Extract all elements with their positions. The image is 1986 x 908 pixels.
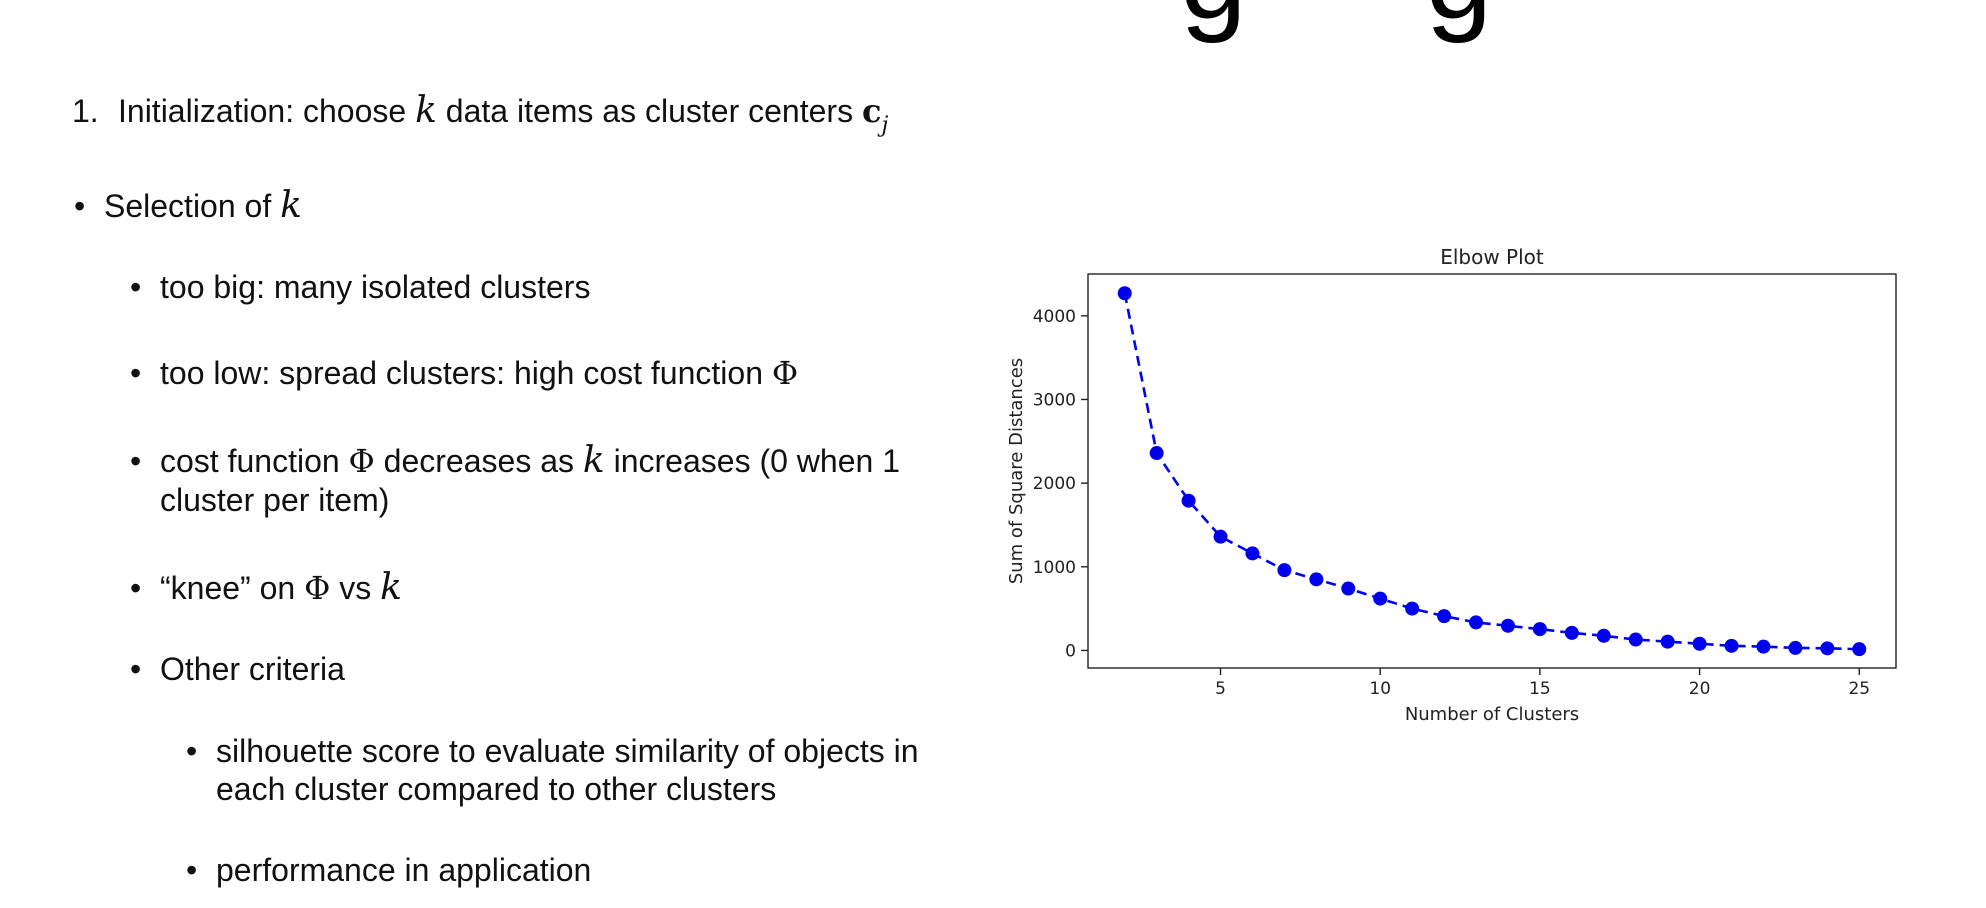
- bullet: •: [186, 852, 198, 888]
- item-text: vs: [330, 570, 381, 606]
- y-tick-label: 4000: [1033, 307, 1076, 327]
- y-tick-label: 3000: [1033, 390, 1076, 410]
- list-item-too-low: • too low: spread clusters: high cost fu…: [130, 354, 799, 392]
- list-item-silhouette-line2: each cluster compared to other clusters: [216, 770, 776, 808]
- item-text: increases (0 when 1: [604, 443, 900, 479]
- data-point: [1469, 615, 1484, 630]
- math-k: k: [415, 90, 437, 131]
- chart-svg: Elbow Plot 5 10 15 20 25 0 1000 2000 3000 4000 Numb…: [1006, 245, 1897, 725]
- data-point: [1181, 493, 1196, 508]
- y-tick-label: 1000: [1033, 558, 1076, 578]
- data-point: [1852, 642, 1867, 657]
- item-text: Selection of: [104, 188, 281, 224]
- x-tick-label: 20: [1689, 679, 1711, 699]
- list-item-too-big: • too big: many isolated clusters: [130, 268, 591, 306]
- list-item-knee: • “knee” on Φ vs k: [130, 567, 402, 608]
- x-axis-label: Number of Clusters: [1405, 704, 1579, 725]
- series-line: [1123, 292, 1860, 651]
- chart-title: Elbow Plot: [1440, 245, 1544, 269]
- x-tick-label: 25: [1848, 679, 1870, 699]
- list-item-other-criteria: • Other criteria: [130, 650, 345, 688]
- item-text: decreases as: [374, 443, 583, 479]
- data-point: [1149, 446, 1164, 461]
- bullet: •: [130, 269, 142, 305]
- data-point: [1245, 546, 1260, 561]
- elbow-plot-chart: Elbow Plot 5 10 15 20 25 0 1000 2000 3000 4000 Numb…: [1000, 236, 1900, 736]
- item-text: data items as cluster centers: [436, 93, 862, 129]
- y-axis-label: Sum of Square Distances: [1006, 358, 1027, 584]
- item-text: “knee” on: [160, 570, 305, 606]
- data-point: [1277, 563, 1292, 578]
- item-text: Other criteria: [160, 651, 345, 687]
- data-point: [1532, 622, 1547, 637]
- item-text: Initialization: choose: [118, 93, 416, 129]
- data-point: [1692, 636, 1707, 651]
- math-phi: Φ: [771, 354, 799, 392]
- data-point: [1596, 628, 1611, 643]
- math-phi: Φ: [348, 442, 375, 480]
- data-point: [1117, 286, 1132, 301]
- list-item-cost-function-line2: cluster per item): [160, 481, 389, 519]
- bullet: •: [130, 443, 142, 479]
- bullet: •: [130, 355, 142, 391]
- data-point: [1564, 625, 1579, 640]
- list-item-silhouette: • silhouette score to evaluate similarit…: [186, 732, 919, 770]
- list-number: 1.: [72, 93, 99, 129]
- bullet: •: [130, 651, 142, 687]
- list-item-cost-function: • cost function Φ decreases as k increas…: [130, 440, 900, 481]
- data-point: [1756, 639, 1771, 654]
- math-c-bold: c: [861, 92, 882, 130]
- plot-frame: [1087, 273, 1897, 669]
- data-point: [1373, 591, 1388, 606]
- list-item-performance: • performance in application: [186, 851, 592, 889]
- item-text: too low: spread clusters: high cost func…: [160, 355, 772, 391]
- data-point: [1309, 572, 1324, 587]
- bullet: •: [186, 733, 198, 769]
- data-point: [1788, 640, 1803, 655]
- item-text: cost function: [160, 443, 349, 479]
- data-point: [1437, 609, 1452, 624]
- math-subscript-j: j: [881, 113, 889, 138]
- item-text: performance in application: [216, 852, 592, 888]
- slide-body: 1. Initialization: choose k data items a…: [0, 0, 980, 908]
- data-point: [1500, 618, 1515, 633]
- item-text: each cluster compared to other clusters: [216, 771, 777, 807]
- bullet: •: [130, 570, 142, 606]
- x-tick-label: 5: [1215, 679, 1226, 699]
- data-point: [1341, 581, 1356, 596]
- data-point: [1660, 634, 1675, 649]
- data-point: [1213, 529, 1228, 544]
- data-point: [1628, 632, 1643, 647]
- item-text: cluster per item): [160, 482, 390, 518]
- data-point: [1820, 641, 1835, 656]
- item-text: too big: many isolated clusters: [160, 269, 591, 305]
- data-point: [1405, 601, 1420, 616]
- math-k: k: [280, 185, 302, 226]
- math-k: k: [380, 567, 402, 608]
- math-k: k: [582, 440, 605, 481]
- item-text: silhouette score to evaluate similarity …: [216, 733, 919, 769]
- data-point: [1724, 638, 1739, 653]
- x-tick-label: 15: [1529, 679, 1551, 699]
- list-item-initialization: 1. Initialization: choose k data items a…: [72, 90, 889, 139]
- list-item-selection-of-k: • Selection of k: [74, 185, 302, 226]
- bullet: •: [74, 188, 86, 224]
- y-tick-label: 2000: [1033, 474, 1076, 494]
- slide-title-fragment: g g: [1180, 0, 1494, 46]
- math-phi: Φ: [304, 569, 331, 607]
- y-tick-label: 0: [1065, 641, 1076, 661]
- x-tick-label: 10: [1369, 679, 1391, 699]
